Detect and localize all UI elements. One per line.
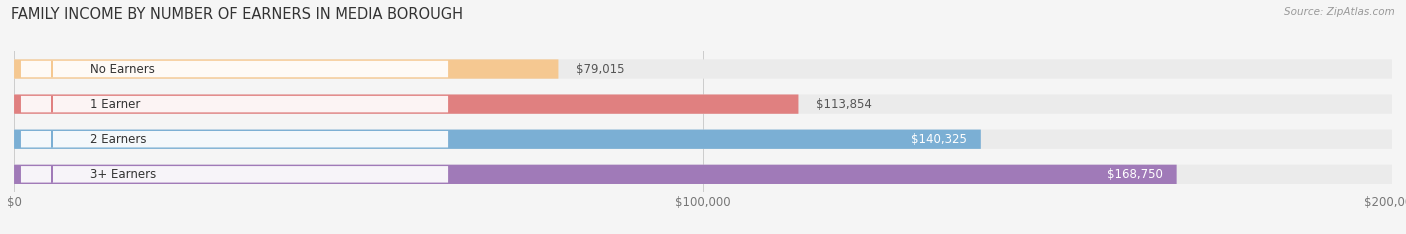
Text: No Earners: No Earners <box>90 62 155 76</box>
FancyBboxPatch shape <box>21 131 449 147</box>
FancyBboxPatch shape <box>14 95 799 114</box>
FancyBboxPatch shape <box>14 95 1392 114</box>
FancyBboxPatch shape <box>14 165 1392 184</box>
FancyBboxPatch shape <box>14 130 1392 149</box>
Text: 2 Earners: 2 Earners <box>90 133 146 146</box>
FancyBboxPatch shape <box>21 96 449 112</box>
Text: $113,854: $113,854 <box>815 98 872 111</box>
Text: Source: ZipAtlas.com: Source: ZipAtlas.com <box>1284 7 1395 17</box>
FancyBboxPatch shape <box>14 59 1392 79</box>
FancyBboxPatch shape <box>14 165 1177 184</box>
Text: 3+ Earners: 3+ Earners <box>90 168 156 181</box>
FancyBboxPatch shape <box>21 61 449 77</box>
FancyBboxPatch shape <box>14 59 558 79</box>
Text: 1 Earner: 1 Earner <box>90 98 141 111</box>
Text: $140,325: $140,325 <box>911 133 967 146</box>
FancyBboxPatch shape <box>14 130 981 149</box>
Text: FAMILY INCOME BY NUMBER OF EARNERS IN MEDIA BOROUGH: FAMILY INCOME BY NUMBER OF EARNERS IN ME… <box>11 7 463 22</box>
Text: $79,015: $79,015 <box>575 62 624 76</box>
FancyBboxPatch shape <box>21 166 449 183</box>
Text: $168,750: $168,750 <box>1107 168 1163 181</box>
